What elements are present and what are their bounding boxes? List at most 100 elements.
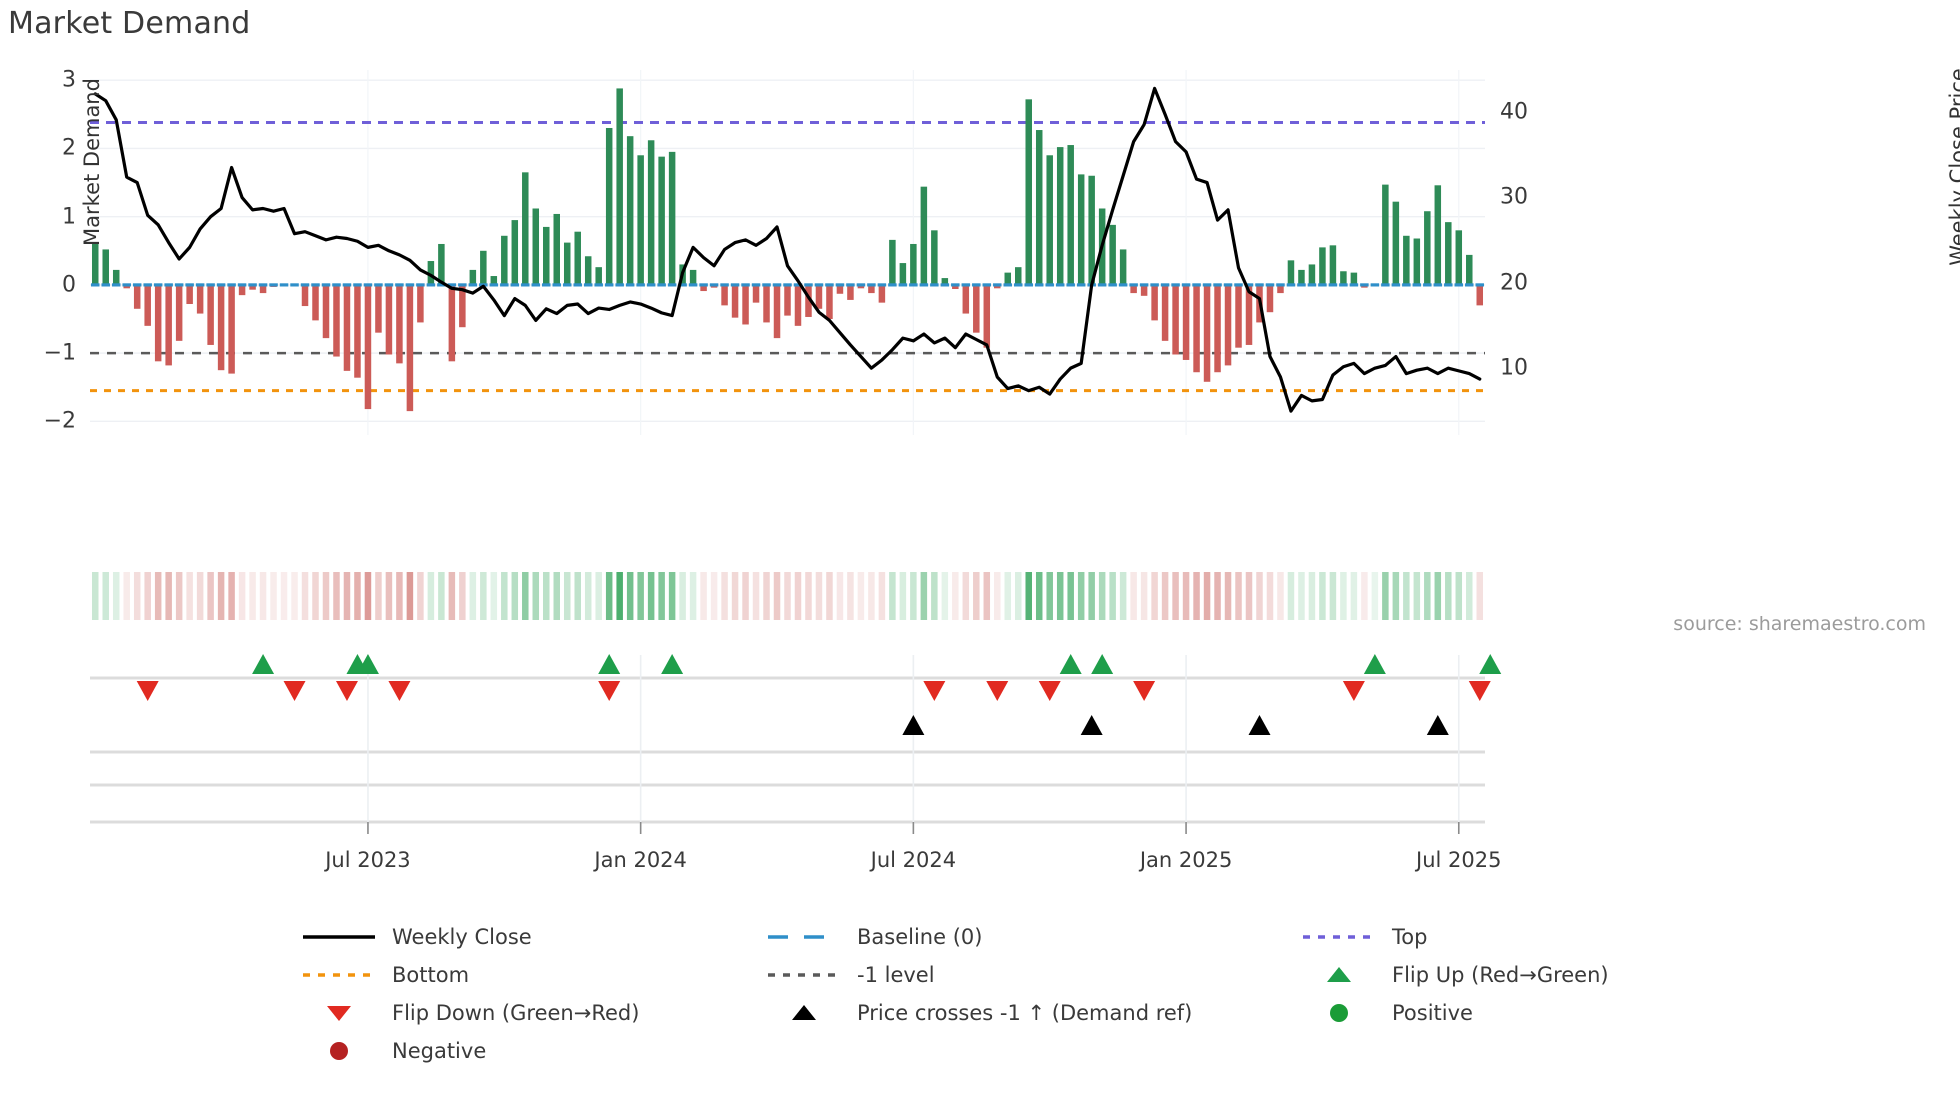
demand-bar [133,284,141,309]
demand-bar [249,284,256,290]
demand-bar [1392,201,1400,285]
legend-item[interactable]: Flip Up (Red→Green) [1300,963,1609,987]
legend-item[interactable]: Price crosses -1 ↑ (Demand ref) [765,1001,1192,1025]
demand-bar [417,284,424,323]
heatmap-cell [102,572,109,620]
demand-bar [154,284,162,362]
demand-bar [794,284,802,326]
demand-bar [1004,272,1012,285]
heatmap-cell [815,572,823,620]
demand-bar [742,284,749,325]
heatmap-cell [626,572,634,620]
heatmap-cell [343,572,351,620]
demand-bar [836,284,844,294]
heatmap-cell [459,572,466,620]
heatmap-cell [983,572,991,620]
legend-label: Top [1392,925,1428,949]
legend-item[interactable]: Weekly Close [300,925,532,949]
demand-bar [123,284,130,289]
demand-bar [301,284,309,307]
legend-label: Negative [392,1039,487,1063]
flip-down-marker [1038,680,1061,701]
demand-bar [165,284,172,366]
heatmap-cell [354,572,361,620]
demand-bar [1046,155,1053,285]
demand-bar [196,284,204,314]
demand-bar [1151,284,1158,321]
legend-dashed-line-icon [765,926,843,948]
heatmap-cell [1466,572,1473,620]
demand-bar [406,284,414,412]
demand-bar [238,284,246,296]
heatmap-cell [154,572,162,620]
legend-label: Baseline (0) [857,925,983,949]
demand-bar [752,284,760,303]
demand-bar [522,172,529,285]
demand-bar [102,249,109,285]
flip-down-marker [136,680,159,701]
demand-bar [1067,145,1074,285]
demand-bar [1109,224,1116,285]
heatmap-cell [731,572,739,620]
flip-up-marker [1363,654,1386,675]
heatmap-cell [1015,572,1022,620]
heatmap-cell [1308,572,1316,620]
demand-bar [920,186,928,285]
demand-bar [532,208,540,285]
price-cross-marker [1248,715,1271,736]
heatmap-cell [1235,572,1242,620]
heatmap-cell [847,572,854,620]
heatmap-cell [490,572,498,620]
demand-bar [354,284,361,378]
demand-bar [333,284,340,357]
heatmap-cell [668,572,676,620]
demand-bar [1350,272,1358,285]
legend-item[interactable]: Top [1300,925,1427,949]
flip-up-marker [1059,654,1082,675]
legend-dotted-line-icon [300,964,378,986]
demand-bar [91,243,99,285]
legend-label: Flip Up (Red→Green) [1392,963,1609,987]
heatmap-cell [375,572,382,620]
demand-bar [1182,284,1190,360]
demand-bar [584,256,592,285]
heatmap-cell [1329,572,1337,620]
demand-bar [175,284,183,341]
heatmap-cell [689,572,697,620]
legend-item[interactable]: -1 level [765,963,935,987]
legend-item[interactable]: Negative [300,1039,486,1063]
heatmap-cell [259,572,267,620]
demand-bar [721,284,728,306]
heatmap-cell [1130,572,1137,620]
heatmap-cell [721,572,728,620]
heatmap-cell [186,572,193,620]
demand-bar [563,242,571,285]
demand-bar [1287,260,1295,285]
demand-bar [385,284,393,355]
heatmap-cell [1424,572,1431,620]
heatmap-cell [910,572,917,620]
flip-down-marker [1468,680,1491,701]
x-axis-tick: Jan 2024 [594,848,687,872]
heatmap-cell [1119,572,1127,620]
heatmap-cell [270,572,277,620]
legend-item[interactable]: Flip Down (Green→Red) [300,1001,639,1025]
demand-bar [1476,284,1484,306]
heatmap-cell [217,572,225,620]
demand-bar [1266,284,1274,313]
legend-item[interactable]: Baseline (0) [765,925,982,949]
demand-bar [815,284,823,309]
heatmap-cell [1455,572,1463,620]
demand-bar [427,261,435,285]
legend-item[interactable]: Bottom [300,963,469,987]
legend-item[interactable]: Positive [1300,1001,1473,1025]
x-axis-tick: Jul 2024 [870,848,957,872]
demand-bar [364,284,372,410]
demand-bar [1015,267,1022,285]
heatmap-cell [794,572,802,620]
heatmap-cell [805,572,812,620]
heatmap-cell [249,572,256,620]
heatmap-cell [605,572,613,620]
heatmap-cell [952,572,959,620]
